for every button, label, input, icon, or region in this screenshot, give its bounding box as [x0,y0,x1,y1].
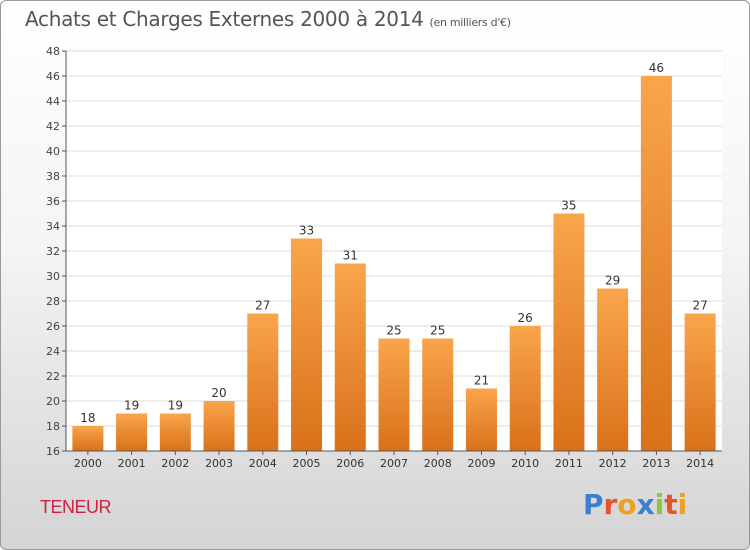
bar-2010 [509,326,541,451]
chart-subtitle: (en milliers d'€) [429,16,511,29]
x-tick-label-2003: 2003 [205,457,233,470]
x-tick-label-2002: 2002 [161,457,189,470]
x-axis-ticks: 2000 2001 2002 2003 2004 2005 2006 2007 2008 2009… [74,451,714,470]
bar-2000 [72,426,104,451]
data-label-2012: 29 [605,274,620,288]
data-label-2002: 19 [168,399,183,413]
bar-2005 [291,238,323,451]
y-tick-label: 26 [46,320,60,333]
data-label-2013: 46 [649,61,664,75]
logo-letter: i [654,488,665,521]
bar-2012 [597,288,629,451]
y-tick-label: 32 [46,245,60,258]
logo-letter: o [617,488,637,521]
y-tick-label: 24 [46,345,60,358]
y-axis-ticks: 16 18 20 22 24 26 28 30 32 34 36 38 40 42 44 46 48 [46,45,66,458]
chart-title: Achats et Charges Externes 2000 à 2014 (e… [25,7,511,31]
bar-2008 [422,338,454,451]
data-label-2003: 20 [211,386,226,400]
data-label-2001: 19 [124,399,139,413]
bar-2013 [640,76,672,451]
data-labels: 18 19 19 20 27 33 31 25 25 21 26 35 29 46 27 [80,61,708,425]
bar-2003 [203,401,235,451]
commune-name: TENEUR [40,497,112,517]
bar-2014 [684,313,716,451]
bar-2006 [334,263,366,451]
y-tick-label: 30 [46,270,60,283]
y-tick-label: 46 [46,70,60,83]
y-tick-label: 34 [46,220,60,233]
data-label-2000: 18 [80,411,95,425]
bar-2007 [378,338,410,451]
data-label-2007: 25 [386,324,401,338]
y-tick-label: 48 [46,45,60,58]
data-label-2009: 21 [474,374,489,388]
chart-title-text: Achats et Charges Externes 2000 à 2014 [25,7,424,31]
x-tick-label-2000: 2000 [74,457,102,470]
x-tick-label-2006: 2006 [336,457,364,470]
bars [72,76,716,451]
x-tick-label-2004: 2004 [249,457,277,470]
y-tick-label: 38 [46,170,60,183]
x-tick-label-2014: 2014 [686,457,714,470]
data-label-2006: 31 [343,249,358,263]
proxiti-logo[interactable]: Proxiti [583,488,687,521]
y-tick-label: 40 [46,145,60,158]
y-tick-label: 22 [46,370,60,383]
y-tick-label: 28 [46,295,60,308]
bar-2009 [465,388,497,451]
x-tick-label-2011: 2011 [555,457,583,470]
logo-letter: i [677,488,688,521]
x-tick-label-2001: 2001 [118,457,146,470]
x-tick-label-2008: 2008 [424,457,452,470]
data-label-2010: 26 [518,311,533,325]
bar-2011 [553,213,585,451]
x-tick-label-2009: 2009 [467,457,495,470]
x-tick-label-2010: 2010 [511,457,539,470]
data-label-2005: 33 [299,224,314,238]
data-label-2004: 27 [255,299,270,313]
y-tick-label: 44 [46,95,60,108]
x-tick-label-2012: 2012 [599,457,627,470]
data-label-2014: 27 [692,299,707,313]
bar-2001 [116,413,148,451]
logo-letter: t [664,488,678,521]
x-tick-label-2013: 2013 [642,457,670,470]
y-tick-label: 20 [46,395,60,408]
x-tick-label-2005: 2005 [293,457,321,470]
bar-2004 [247,313,279,451]
logo-letter: P [583,488,604,521]
x-tick-label-2007: 2007 [380,457,408,470]
data-label-2011: 35 [561,199,576,213]
bar-2002 [159,413,191,451]
y-tick-label: 16 [46,445,60,458]
y-tick-label: 36 [46,195,60,208]
logo-letter: r [603,488,618,521]
y-tick-label: 42 [46,120,60,133]
y-tick-label: 18 [46,420,60,433]
logo-letter: x [636,488,655,521]
data-label-2008: 25 [430,324,445,338]
